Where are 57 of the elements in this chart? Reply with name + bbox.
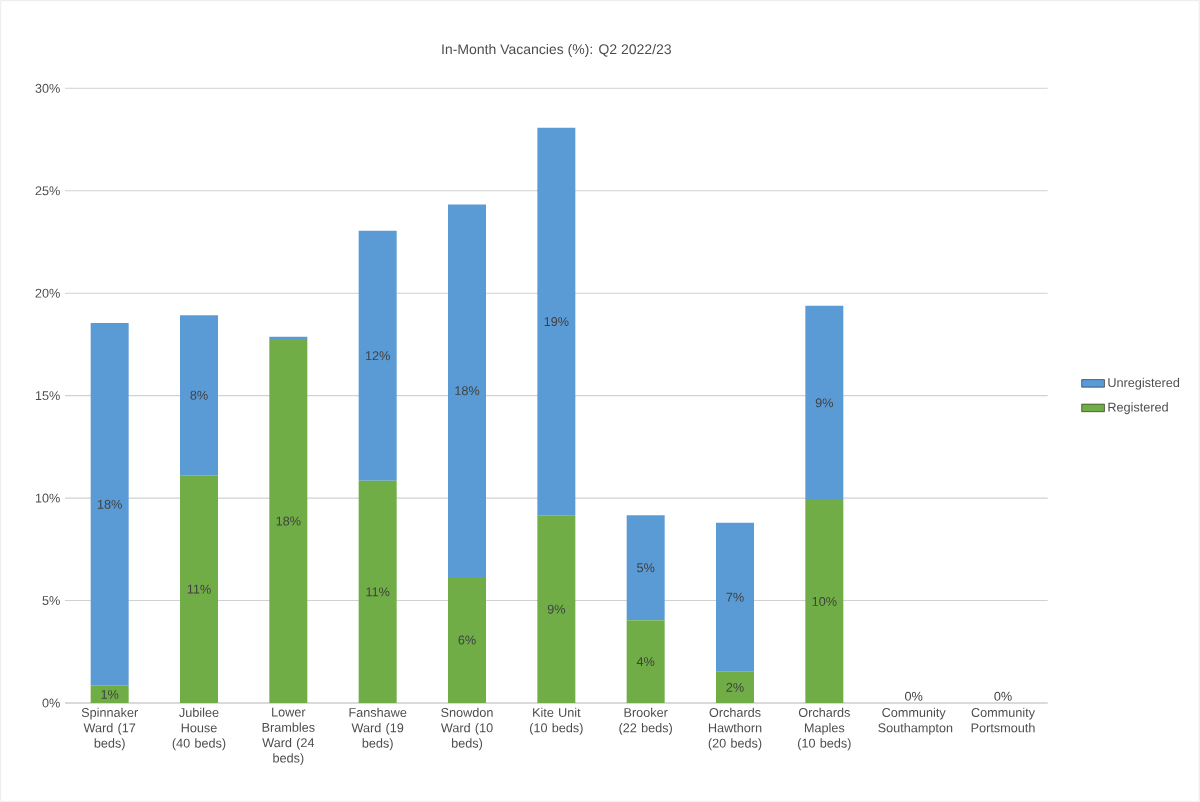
data-label: 11% bbox=[366, 587, 390, 597]
data-label: 5% bbox=[637, 563, 655, 573]
legend-label: Registered bbox=[1108, 402, 1168, 415]
x-tick-label: Kite Unit (10 beds) bbox=[530, 707, 583, 735]
bar bbox=[358, 230, 397, 481]
data-label: 6% bbox=[458, 635, 476, 645]
legend-label: Unregistered bbox=[1108, 377, 1180, 390]
bar bbox=[716, 671, 755, 703]
data-label: 0% bbox=[905, 691, 923, 701]
data-label: 2% bbox=[726, 682, 744, 692]
data-label: 18% bbox=[97, 499, 122, 509]
data-label: 4% bbox=[636, 657, 655, 667]
y-tick-label: 15% bbox=[35, 391, 60, 401]
y-tick-label: 25% bbox=[35, 186, 60, 196]
x-tick-label: Lower Brambles Ward (24 beds) bbox=[262, 707, 315, 766]
y-tick-label: 0% bbox=[42, 698, 60, 708]
y-tick-label: 10% bbox=[35, 493, 60, 503]
y-tick-label: 5% bbox=[42, 596, 60, 605]
data-label: 10% bbox=[812, 596, 837, 606]
bar bbox=[626, 515, 665, 621]
data-label: 9% bbox=[547, 604, 566, 614]
x-tick-label: Community Southampton bbox=[878, 707, 953, 735]
x-tick-label: Jubilee House (40 beds) bbox=[172, 707, 226, 751]
data-label: 9% bbox=[815, 398, 834, 408]
bar bbox=[448, 576, 486, 703]
bar bbox=[90, 685, 129, 703]
data-label: 11% bbox=[187, 584, 211, 594]
data-label: 18% bbox=[276, 516, 301, 526]
x-tick-label: Community Portsmouth bbox=[971, 707, 1035, 733]
data-label: 12% bbox=[365, 351, 390, 361]
bar bbox=[180, 475, 219, 703]
bar bbox=[90, 322, 129, 686]
data-label: 18% bbox=[455, 386, 480, 396]
x-tick-label: Orchards Maples (10 beds) bbox=[798, 707, 851, 751]
bar bbox=[180, 315, 219, 476]
x-tick-label: Fanshawe Ward (19 beds) bbox=[349, 707, 407, 751]
bar bbox=[448, 204, 486, 577]
data-label: 7% bbox=[726, 592, 744, 602]
bar bbox=[805, 305, 844, 500]
y-tick-label: 20% bbox=[35, 288, 60, 298]
x-tick-label: Brooker (22 beds) bbox=[619, 707, 672, 735]
data-label: 1% bbox=[101, 689, 119, 699]
x-tick-label: Snowdon Ward (10 beds) bbox=[440, 707, 493, 751]
bar bbox=[716, 522, 755, 672]
bar bbox=[537, 127, 576, 516]
bar bbox=[537, 515, 576, 703]
x-tick-label: Spinnaker Ward (17 beds) bbox=[81, 707, 138, 751]
data-label: 0% bbox=[994, 691, 1012, 701]
bar bbox=[626, 620, 665, 703]
chart-title: In-Month Vacancies (%): Q2 2022/23 bbox=[442, 43, 671, 57]
data-label: 8% bbox=[190, 390, 208, 400]
x-tick-label: Orchards Hawthorn (20 beds) bbox=[708, 707, 762, 751]
bar bbox=[358, 480, 397, 703]
data-label: 19% bbox=[544, 317, 569, 327]
bar bbox=[805, 499, 844, 703]
y-tick-label: 30% bbox=[35, 83, 60, 93]
bar bbox=[269, 339, 308, 703]
